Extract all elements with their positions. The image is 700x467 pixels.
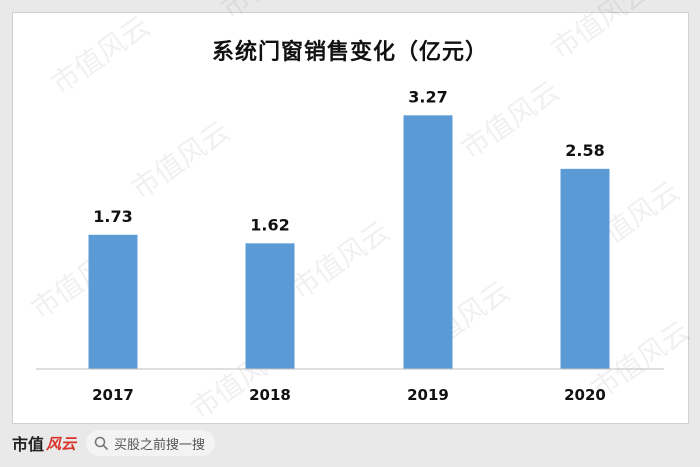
logo-text: 市值 bbox=[12, 435, 45, 454]
bar-2017 bbox=[88, 234, 138, 369]
bar-2019 bbox=[403, 115, 453, 369]
x-tick-label-2019: 2019 bbox=[407, 386, 449, 404]
bar-2018 bbox=[245, 243, 295, 369]
data-label-2020: 2.58 bbox=[565, 141, 604, 160]
fengyun-brush-logo-icon: 风云 bbox=[46, 434, 77, 453]
data-label-2017: 1.73 bbox=[93, 207, 132, 226]
x-tick-label-2020: 2020 bbox=[564, 386, 606, 404]
search-icon bbox=[94, 436, 108, 450]
brand-logo[interactable]: 市值 风云 bbox=[12, 431, 76, 455]
search-prompt-text: 买股之前搜一搜 bbox=[114, 437, 206, 453]
x-tick-label-2018: 2018 bbox=[249, 386, 291, 404]
data-label-2018: 1.62 bbox=[250, 215, 289, 234]
data-label-2019: 3.27 bbox=[408, 87, 447, 106]
bar-2020 bbox=[560, 168, 610, 369]
footer-bar: 市值 风云 买股之前搜一搜 bbox=[12, 428, 216, 458]
chart-title: 系统门窗销售变化（亿元） bbox=[211, 40, 488, 65]
x-tick-label-2017: 2017 bbox=[92, 386, 134, 404]
search-box[interactable]: 买股之前搜一搜 bbox=[86, 430, 216, 456]
